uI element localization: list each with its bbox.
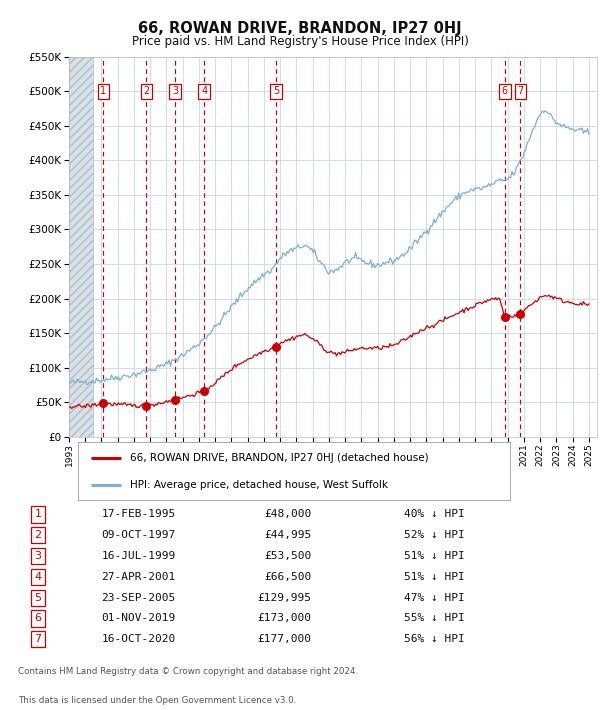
Bar — [69, 57, 94, 437]
Text: 16-JUL-1999: 16-JUL-1999 — [101, 551, 176, 561]
Text: 4: 4 — [34, 572, 41, 582]
Text: £48,000: £48,000 — [264, 510, 311, 520]
Text: 7: 7 — [517, 87, 524, 97]
Text: 4: 4 — [201, 87, 207, 97]
Text: 1: 1 — [100, 87, 107, 97]
Text: 2: 2 — [34, 530, 41, 540]
Text: 52% ↓ HPI: 52% ↓ HPI — [404, 530, 464, 540]
Text: 2: 2 — [143, 87, 149, 97]
Text: 23-SEP-2005: 23-SEP-2005 — [101, 593, 176, 603]
Text: 1: 1 — [34, 510, 41, 520]
Text: HPI: Average price, detached house, West Suffolk: HPI: Average price, detached house, West… — [130, 480, 388, 491]
Text: £177,000: £177,000 — [257, 634, 311, 644]
Text: 5: 5 — [272, 87, 279, 97]
Text: £44,995: £44,995 — [264, 530, 311, 540]
Text: Contains HM Land Registry data © Crown copyright and database right 2024.: Contains HM Land Registry data © Crown c… — [18, 667, 358, 675]
Text: 40% ↓ HPI: 40% ↓ HPI — [404, 510, 464, 520]
Text: 6: 6 — [502, 87, 508, 97]
Text: 17-FEB-1995: 17-FEB-1995 — [101, 510, 176, 520]
Text: 01-NOV-2019: 01-NOV-2019 — [101, 613, 176, 623]
Text: 6: 6 — [34, 613, 41, 623]
Text: 27-APR-2001: 27-APR-2001 — [101, 572, 176, 582]
Text: 55% ↓ HPI: 55% ↓ HPI — [404, 613, 464, 623]
Text: 56% ↓ HPI: 56% ↓ HPI — [404, 634, 464, 644]
Text: 51% ↓ HPI: 51% ↓ HPI — [404, 551, 464, 561]
Text: 3: 3 — [172, 87, 178, 97]
Text: £66,500: £66,500 — [264, 572, 311, 582]
Text: 16-OCT-2020: 16-OCT-2020 — [101, 634, 176, 644]
Text: 09-OCT-1997: 09-OCT-1997 — [101, 530, 176, 540]
Text: 47% ↓ HPI: 47% ↓ HPI — [404, 593, 464, 603]
Text: This data is licensed under the Open Government Licence v3.0.: This data is licensed under the Open Gov… — [18, 696, 296, 705]
Text: 7: 7 — [34, 634, 41, 644]
Text: 5: 5 — [34, 593, 41, 603]
Text: 3: 3 — [34, 551, 41, 561]
Text: Price paid vs. HM Land Registry's House Price Index (HPI): Price paid vs. HM Land Registry's House … — [131, 35, 469, 48]
Text: £129,995: £129,995 — [257, 593, 311, 603]
Text: £173,000: £173,000 — [257, 613, 311, 623]
Text: £53,500: £53,500 — [264, 551, 311, 561]
Text: 66, ROWAN DRIVE, BRANDON, IP27 0HJ (detached house): 66, ROWAN DRIVE, BRANDON, IP27 0HJ (deta… — [130, 453, 428, 463]
Text: 66, ROWAN DRIVE, BRANDON, IP27 0HJ: 66, ROWAN DRIVE, BRANDON, IP27 0HJ — [138, 21, 462, 36]
Text: 51% ↓ HPI: 51% ↓ HPI — [404, 572, 464, 582]
